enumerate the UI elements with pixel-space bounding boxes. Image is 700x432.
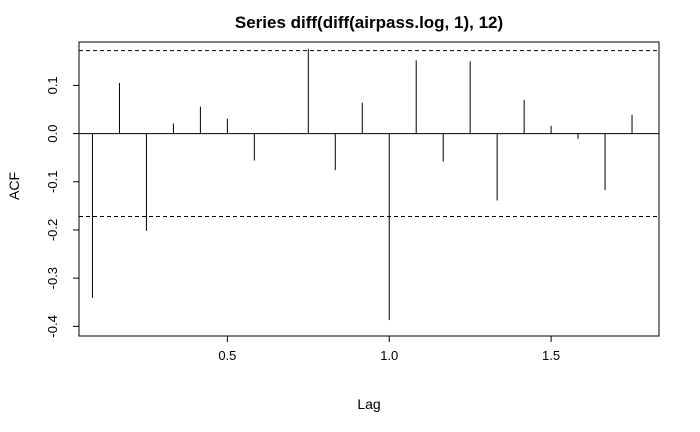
plot-frame xyxy=(78,41,660,337)
y-tick-label: 0.1 xyxy=(45,76,60,94)
y-tick-label: 0.0 xyxy=(45,125,60,143)
y-axis-label: ACF xyxy=(6,172,22,200)
x-tick-label: 1.5 xyxy=(542,348,560,363)
chart-marks: 0.5 1.0 1.5 -0.4 -0.3 -0.2 -0.1 0.0 0.1 xyxy=(45,48,659,363)
y-tick-label: -0.2 xyxy=(45,219,60,241)
x-tick-label: 0.5 xyxy=(218,348,236,363)
x-tick-label: 1.0 xyxy=(380,348,398,363)
y-tick-label: -0.3 xyxy=(45,267,60,289)
y-tick-label: -0.1 xyxy=(45,171,60,193)
x-axis-label: Lag xyxy=(357,396,380,412)
chart-title: Series diff(diff(airpass.log, 1), 12) xyxy=(235,13,503,32)
y-tick-label: -0.4 xyxy=(45,315,60,337)
